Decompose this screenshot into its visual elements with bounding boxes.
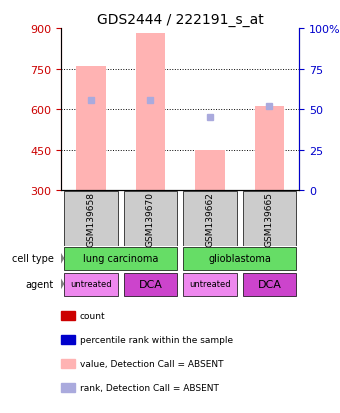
Bar <box>183 192 237 247</box>
Bar <box>136 34 165 191</box>
Text: GSM139665: GSM139665 <box>265 191 274 246</box>
Text: rank, Detection Call = ABSENT: rank, Detection Call = ABSENT <box>80 383 219 392</box>
Text: agent: agent <box>26 279 54 289</box>
Text: cell type: cell type <box>12 254 54 263</box>
Text: percentile rank within the sample: percentile rank within the sample <box>80 335 233 344</box>
Bar <box>243 192 296 247</box>
Bar <box>183 273 237 296</box>
Bar <box>255 107 284 191</box>
Bar <box>64 192 118 247</box>
Text: GSM139658: GSM139658 <box>86 191 96 246</box>
Bar <box>124 192 177 247</box>
Text: glioblastoma: glioblastoma <box>208 254 271 263</box>
Text: lung carcinoma: lung carcinoma <box>83 254 158 263</box>
Text: GSM139662: GSM139662 <box>205 191 215 246</box>
Bar <box>183 248 296 271</box>
Text: count: count <box>80 311 105 320</box>
Polygon shape <box>60 278 64 290</box>
Text: DCA: DCA <box>257 279 282 289</box>
Title: GDS2444 / 222191_s_at: GDS2444 / 222191_s_at <box>97 12 264 26</box>
Bar <box>124 273 177 296</box>
Bar <box>243 273 296 296</box>
Text: untreated: untreated <box>70 280 112 289</box>
Bar <box>195 150 225 191</box>
Text: DCA: DCA <box>138 279 163 289</box>
Bar <box>64 248 177 271</box>
Text: GSM139670: GSM139670 <box>146 191 155 246</box>
Bar <box>64 273 118 296</box>
Text: untreated: untreated <box>189 280 231 289</box>
Text: value, Detection Call = ABSENT: value, Detection Call = ABSENT <box>80 359 223 368</box>
Bar <box>76 67 106 191</box>
Polygon shape <box>60 253 64 264</box>
